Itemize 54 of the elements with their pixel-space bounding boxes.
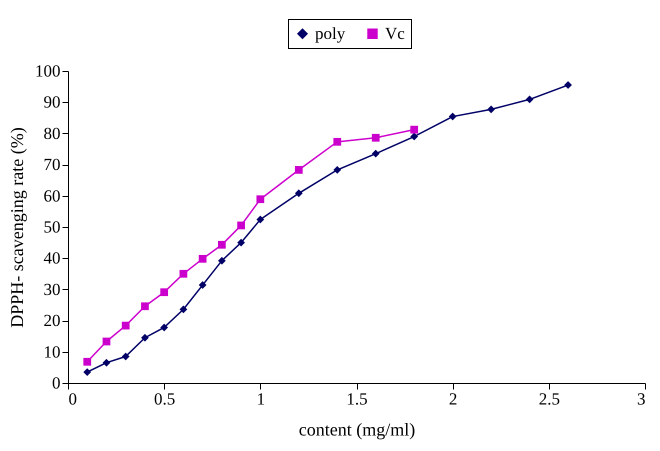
x-tick-label: 3 xyxy=(637,390,646,408)
point xyxy=(410,132,418,140)
point xyxy=(410,126,418,134)
y-tick-label: 40 xyxy=(44,248,60,268)
x-tick-label: 2 xyxy=(448,390,458,408)
point xyxy=(333,166,342,174)
point xyxy=(122,352,130,360)
legend-label: poly xyxy=(315,24,346,43)
point xyxy=(237,222,245,230)
y-tick-label: 30 xyxy=(44,280,60,299)
point xyxy=(294,166,303,174)
y-axis-title: DPPH- scavenging rate (%) xyxy=(7,127,27,328)
x-tick-label: 1.5 xyxy=(346,390,368,408)
y-tick-label: 70 xyxy=(44,155,60,174)
point xyxy=(333,138,342,146)
x-tick-label: 2.5 xyxy=(538,390,560,408)
point xyxy=(102,338,110,346)
point xyxy=(564,81,572,89)
point xyxy=(256,216,264,224)
point xyxy=(218,256,226,265)
point xyxy=(180,305,188,314)
point xyxy=(160,324,168,332)
point xyxy=(237,238,245,246)
point xyxy=(141,302,149,310)
point xyxy=(141,334,149,342)
point xyxy=(83,368,92,376)
y-tick-label: 100 xyxy=(35,62,60,80)
y-tick-label: 10 xyxy=(44,342,60,362)
point xyxy=(487,106,496,114)
point xyxy=(256,195,264,204)
x-tick-label: 1 xyxy=(256,390,266,408)
point xyxy=(122,322,130,330)
y-tick-label: 50 xyxy=(44,218,60,236)
point xyxy=(160,288,168,296)
y-tick-label: 90 xyxy=(44,92,60,112)
point xyxy=(294,189,303,198)
point xyxy=(198,254,207,263)
point xyxy=(372,150,380,158)
point xyxy=(180,270,188,278)
point xyxy=(198,281,207,289)
legend-label: Vc xyxy=(385,24,406,43)
point xyxy=(102,358,110,367)
y-tick-label: 20 xyxy=(44,311,60,330)
x-tick-label: 0.5 xyxy=(154,390,176,408)
y-tick-label: 0 xyxy=(52,374,60,392)
point xyxy=(448,112,457,120)
point xyxy=(83,358,92,366)
point xyxy=(372,134,380,142)
x-tick-label: 0 xyxy=(68,390,77,408)
point xyxy=(526,96,534,104)
point xyxy=(218,240,226,249)
y-tick-label: 80 xyxy=(44,124,60,143)
y-tick-label: 60 xyxy=(44,186,60,206)
x-axis-title: content (mg/ml) xyxy=(298,420,416,440)
